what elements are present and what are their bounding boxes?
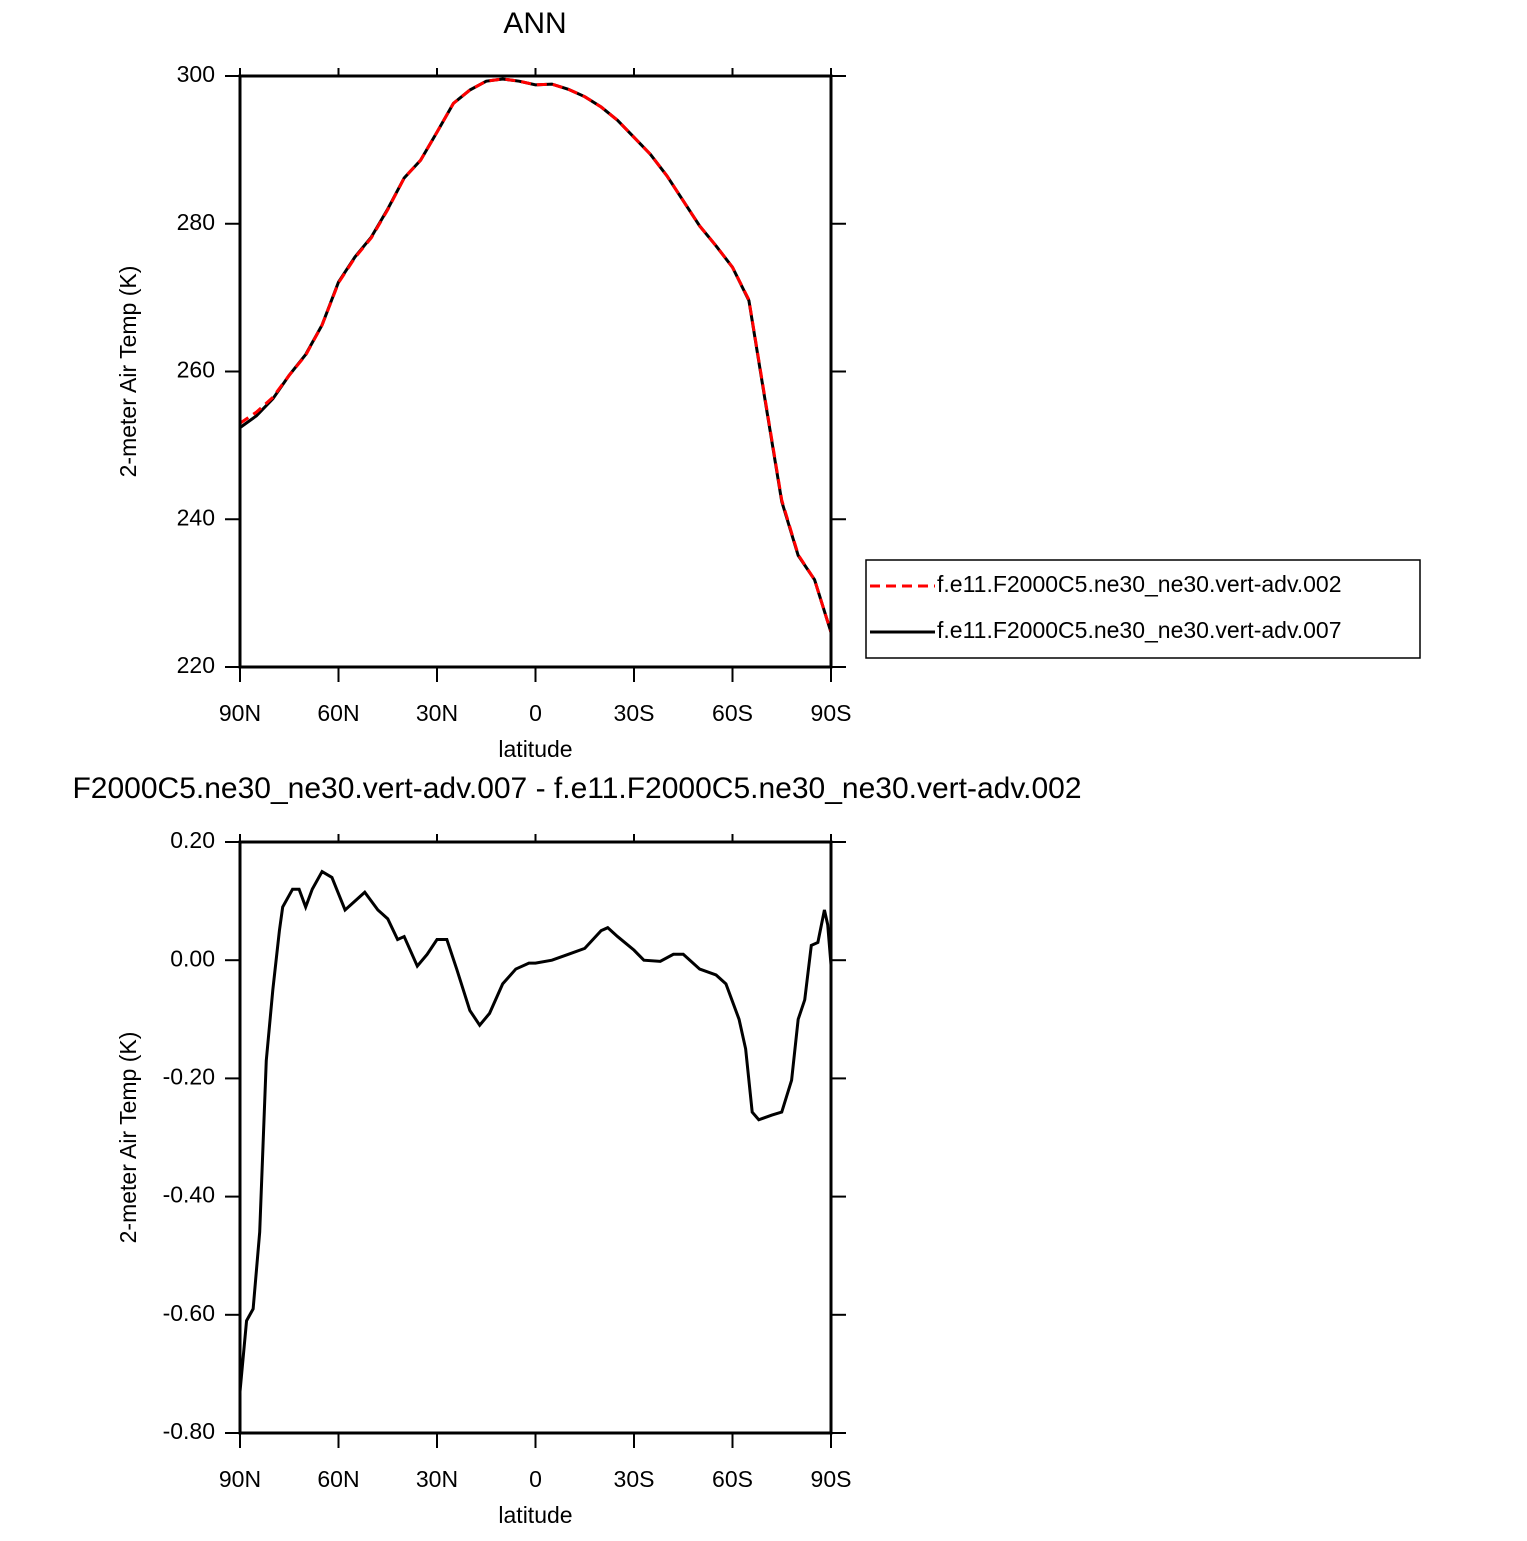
x-tick-label: 90N [219,700,261,726]
x-axis-label: latitude [498,1502,572,1528]
x-tick-label: 60S [712,1466,753,1492]
x-tick-label: 30S [614,700,655,726]
x-tick-label: 30N [416,700,458,726]
plot-frame [238,840,833,1435]
y-tick-label: 260 [177,357,215,383]
y-axis-label: 2-meter Air Temp (K) [115,266,141,478]
y-tick-label: -0.20 [163,1063,215,1089]
y-tick-label: 0.20 [170,827,215,853]
chart-title: F2000C5.ne30_ne30.vert-adv.007 - f.e11.F… [72,772,1081,805]
y-tick-label: 280 [177,209,215,235]
y-tick-label: -0.80 [163,1418,215,1444]
legend-box [865,559,1421,659]
y-tick-label: 300 [177,61,215,87]
data-line [238,869,833,1392]
x-tick-label: 60N [317,700,359,726]
data-line [239,77,833,633]
y-tick-label: -0.60 [163,1300,215,1326]
x-tick-label: 30S [614,1466,655,1492]
y-tick-label: -0.40 [163,1182,215,1208]
x-tick-label: 60N [317,1466,359,1492]
x-tick-label: 60S [712,700,753,726]
y-tick-label: 220 [177,652,215,678]
legend-label: f.e11.F2000C5.ne30_ne30.vert-adv.007 [937,617,1342,643]
x-tick-label: 90S [811,1466,852,1492]
chart-title: ANN [503,7,566,40]
plot-frame [238,74,833,669]
legend-label: f.e11.F2000C5.ne30_ne30.vert-adv.002 [937,571,1342,597]
y-tick-label: 240 [177,504,215,530]
data-line [239,77,833,633]
x-tick-label: 0 [529,700,542,726]
x-tick-label: 90N [219,1466,261,1492]
y-tick-label: 0.00 [170,945,215,971]
x-tick-label: 0 [529,1466,542,1492]
y-axis-label: 2-meter Air Temp (K) [115,1032,141,1244]
x-axis-label: latitude [498,736,572,762]
x-tick-label: 90S [811,700,852,726]
x-tick-label: 30N [416,1466,458,1492]
